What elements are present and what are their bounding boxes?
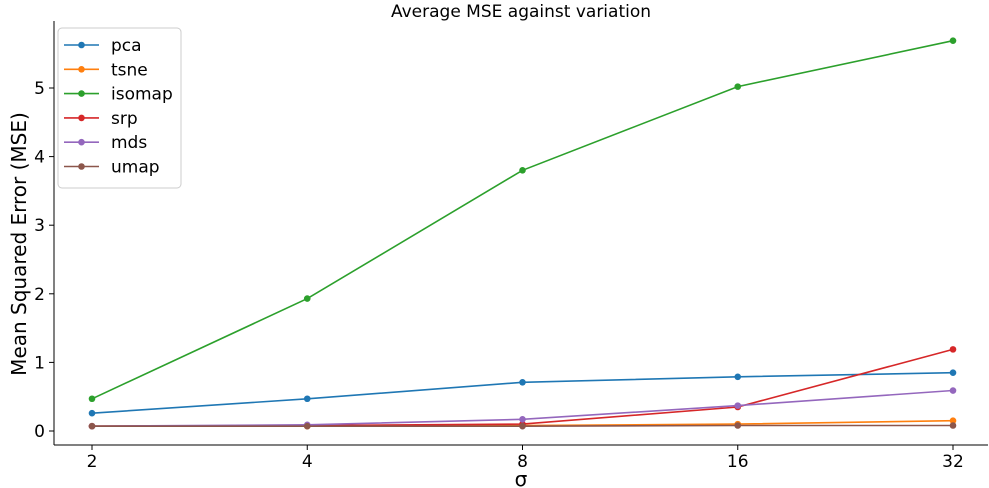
x-tick-label: 4 bbox=[302, 452, 313, 472]
series-line-srp bbox=[92, 349, 953, 426]
legend-marker-mds bbox=[78, 139, 85, 146]
y-tick-label: 1 bbox=[34, 353, 45, 373]
legend-marker-isomap bbox=[78, 90, 85, 97]
y-tick-label: 4 bbox=[34, 148, 45, 168]
data-point-mds bbox=[519, 416, 526, 423]
legend-label-tsne: tsne bbox=[111, 60, 148, 80]
chart-title: Average MSE against variation bbox=[391, 2, 651, 22]
data-point-isomap bbox=[519, 167, 526, 174]
legend-marker-pca bbox=[78, 42, 85, 49]
y-tick-label: 2 bbox=[34, 285, 45, 305]
legend-marker-srp bbox=[78, 115, 85, 122]
data-point-pca bbox=[734, 374, 741, 381]
legend-label-pca: pca bbox=[111, 36, 142, 56]
y-tick-label: 5 bbox=[34, 79, 45, 99]
data-point-umap bbox=[519, 423, 526, 430]
x-tick-label: 2 bbox=[87, 452, 98, 472]
legend-label-srp: srp bbox=[111, 109, 138, 129]
y-axis-label: Mean Squared Error (MSE) bbox=[7, 112, 31, 376]
data-point-mds bbox=[734, 402, 741, 409]
data-point-isomap bbox=[89, 395, 96, 402]
legend-label-isomap: isomap bbox=[111, 85, 173, 105]
x-tick-label: 16 bbox=[727, 452, 749, 472]
data-point-mds bbox=[950, 387, 957, 394]
x-axis-label: σ bbox=[515, 467, 528, 488]
data-point-umap bbox=[89, 423, 96, 430]
data-point-isomap bbox=[950, 37, 957, 44]
data-point-umap bbox=[950, 422, 957, 429]
data-point-isomap bbox=[304, 295, 311, 302]
data-point-umap bbox=[734, 422, 741, 429]
legend: pca tsne isomap srp mds umap bbox=[58, 28, 181, 188]
data-point-pca bbox=[950, 369, 957, 376]
data-point-pca bbox=[519, 379, 526, 386]
legend-label-mds: mds bbox=[111, 133, 147, 153]
y-tick-label: 3 bbox=[34, 216, 45, 236]
data-point-srp bbox=[950, 346, 957, 353]
series-line-isomap bbox=[92, 41, 953, 399]
legend-marker-umap bbox=[78, 163, 85, 170]
data-point-isomap bbox=[734, 83, 741, 90]
data-point-pca bbox=[89, 410, 96, 417]
data-point-umap bbox=[304, 423, 311, 430]
series-line-pca bbox=[92, 373, 953, 414]
legend-marker-tsne bbox=[78, 66, 85, 73]
x-tick-label: 32 bbox=[942, 452, 964, 472]
data-point-pca bbox=[304, 395, 311, 402]
y-tick-label: 0 bbox=[34, 422, 45, 442]
legend-label-umap: umap bbox=[111, 158, 160, 178]
